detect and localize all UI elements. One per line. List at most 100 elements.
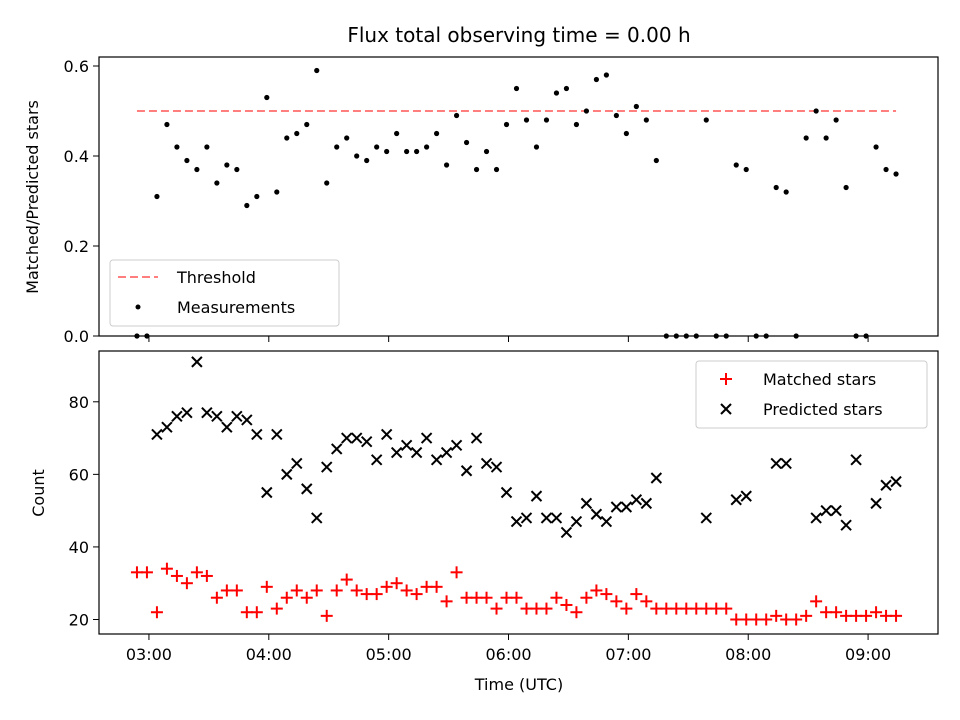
matched-point	[370, 588, 383, 601]
measurement-point	[364, 157, 370, 164]
measurement-point	[334, 144, 340, 150]
measurement-point	[523, 117, 530, 123]
measurement-point	[743, 166, 749, 173]
matched-point	[830, 606, 843, 619]
measurement-point	[254, 193, 260, 200]
measurement-point	[324, 180, 330, 186]
predicted-point	[380, 428, 393, 441]
measurement-point	[164, 121, 170, 128]
measurement-point	[583, 108, 590, 114]
measurement-point	[414, 148, 420, 155]
measurement-point	[893, 171, 899, 177]
predicted-point	[281, 468, 293, 481]
bottom-legend-box	[695, 360, 928, 429]
top-y-axis-label: Matched/Predicted stars	[23, 100, 42, 294]
x-tick-label: 07:00	[605, 645, 651, 664]
predicted-point	[400, 439, 413, 452]
matched-point	[480, 591, 493, 604]
measurement-point	[773, 184, 779, 191]
predicted-point	[500, 486, 513, 499]
legend-matched-swatch	[720, 373, 732, 385]
matched-point	[570, 606, 583, 619]
predicted-point	[291, 457, 303, 470]
predicted-point	[211, 410, 223, 423]
matched-point	[260, 580, 273, 593]
matched-point	[200, 569, 213, 582]
measurement-point	[354, 153, 360, 159]
chart-title: Flux total observing time = 0.00 h	[347, 23, 690, 47]
predicted-point	[530, 490, 543, 502]
measurement-point	[304, 121, 310, 128]
measurement-point	[833, 117, 839, 123]
predicted-point	[640, 497, 653, 510]
x-axis-label: Time (UTC)	[474, 675, 563, 694]
legend-measurements-swatch	[135, 304, 141, 310]
x-tick-label: 08:00	[725, 645, 771, 664]
y-tick-label: 0.2	[64, 237, 89, 256]
measurement-point	[623, 130, 629, 137]
measurement-point	[463, 139, 470, 146]
measurement-point	[613, 112, 619, 119]
matched-point	[550, 591, 563, 604]
matched-point	[810, 595, 823, 608]
matched-point	[510, 591, 523, 604]
bottom-x-axis: 03:00 04:00 05:00 06:00 07:00 08:00 09:00	[126, 634, 891, 664]
measurement-point	[803, 135, 809, 141]
measurement-point	[404, 148, 410, 155]
predicted-point	[810, 512, 822, 524]
matched-point	[860, 609, 873, 622]
matched-point	[300, 591, 313, 604]
measurement-point	[603, 72, 609, 78]
predicted-point	[460, 465, 473, 477]
matched-point	[540, 602, 553, 615]
measurement-point	[154, 193, 160, 200]
predicted-point	[550, 512, 563, 524]
measurement-point	[394, 130, 400, 137]
predicted-point	[340, 432, 353, 444]
matched-point	[610, 595, 623, 608]
predicted-point	[600, 515, 613, 528]
measurement-point	[783, 189, 789, 195]
predicted-point	[730, 494, 742, 506]
matched-point	[430, 580, 443, 593]
predicted-point	[580, 497, 593, 510]
matched-point	[140, 566, 153, 579]
predicted-point	[271, 428, 283, 441]
measurement-point	[374, 144, 380, 150]
measurement-point	[384, 148, 390, 155]
top-panel: 0.0 0.2 0.4 0.6 Matched/Predicted stars Thr…	[23, 56, 939, 346]
predicted-point	[201, 406, 213, 419]
predicted-point	[820, 504, 832, 517]
predicted-point	[510, 515, 523, 528]
predicted-point	[350, 432, 363, 444]
y-tick-label: 60	[69, 465, 89, 484]
predicted-point	[630, 494, 643, 506]
measurement-point	[204, 144, 210, 150]
matched-point	[410, 588, 423, 601]
measurement-point	[643, 117, 649, 123]
bottom-marks	[130, 356, 903, 626]
measurement-point	[633, 103, 639, 110]
measurement-point	[573, 121, 580, 128]
predicted-point	[370, 454, 383, 466]
measurement-point	[533, 144, 540, 150]
measurement-point	[294, 130, 300, 137]
predicted-point	[880, 479, 892, 491]
matched-point	[390, 577, 403, 590]
matched-point	[600, 588, 613, 601]
matched-point	[230, 584, 243, 597]
predicted-point	[301, 483, 313, 495]
predicted-point	[181, 406, 193, 419]
predicted-point	[251, 428, 263, 441]
y-tick-label: 0.6	[64, 57, 89, 76]
matched-point	[560, 598, 573, 611]
legend-matched-label: Matched stars	[763, 370, 876, 389]
predicted-point	[850, 454, 862, 466]
predicted-point	[440, 446, 453, 459]
matched-point	[580, 591, 593, 604]
measurement-point	[653, 157, 659, 164]
matched-point	[310, 584, 323, 597]
predicted-point	[191, 356, 203, 368]
